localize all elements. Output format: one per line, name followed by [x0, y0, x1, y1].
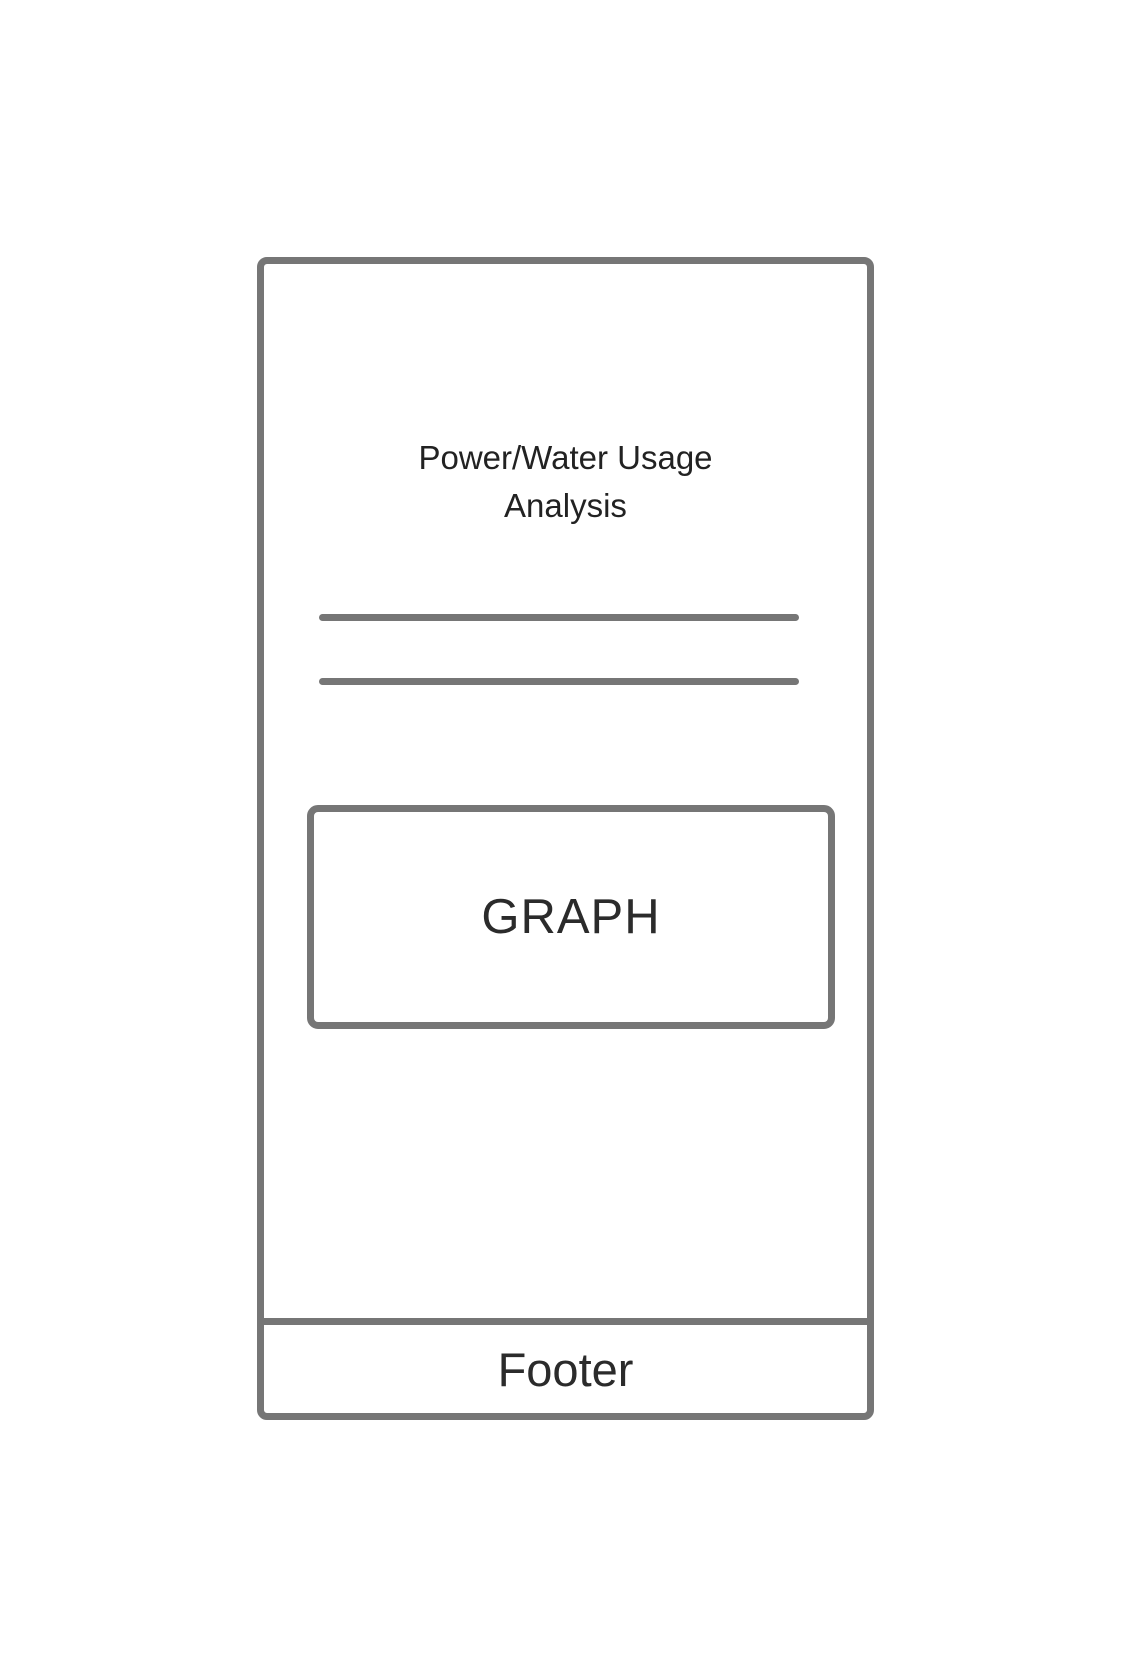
- page-title-line-1: Power/Water Usage: [418, 439, 713, 476]
- footer-label: Footer: [497, 1342, 634, 1396]
- text-placeholder-line-2: [319, 678, 799, 685]
- phone-frame: Power/Water Usage Analysis GRAPH Footer: [257, 257, 874, 1420]
- text-placeholder-line-1: [319, 614, 799, 621]
- footer: Footer: [264, 1318, 867, 1413]
- page-title-line-2: Analysis: [504, 487, 627, 524]
- graph-label: GRAPH: [481, 890, 661, 944]
- graph-placeholder: GRAPH: [307, 805, 835, 1029]
- page-title: Power/Water Usage Analysis: [264, 434, 867, 530]
